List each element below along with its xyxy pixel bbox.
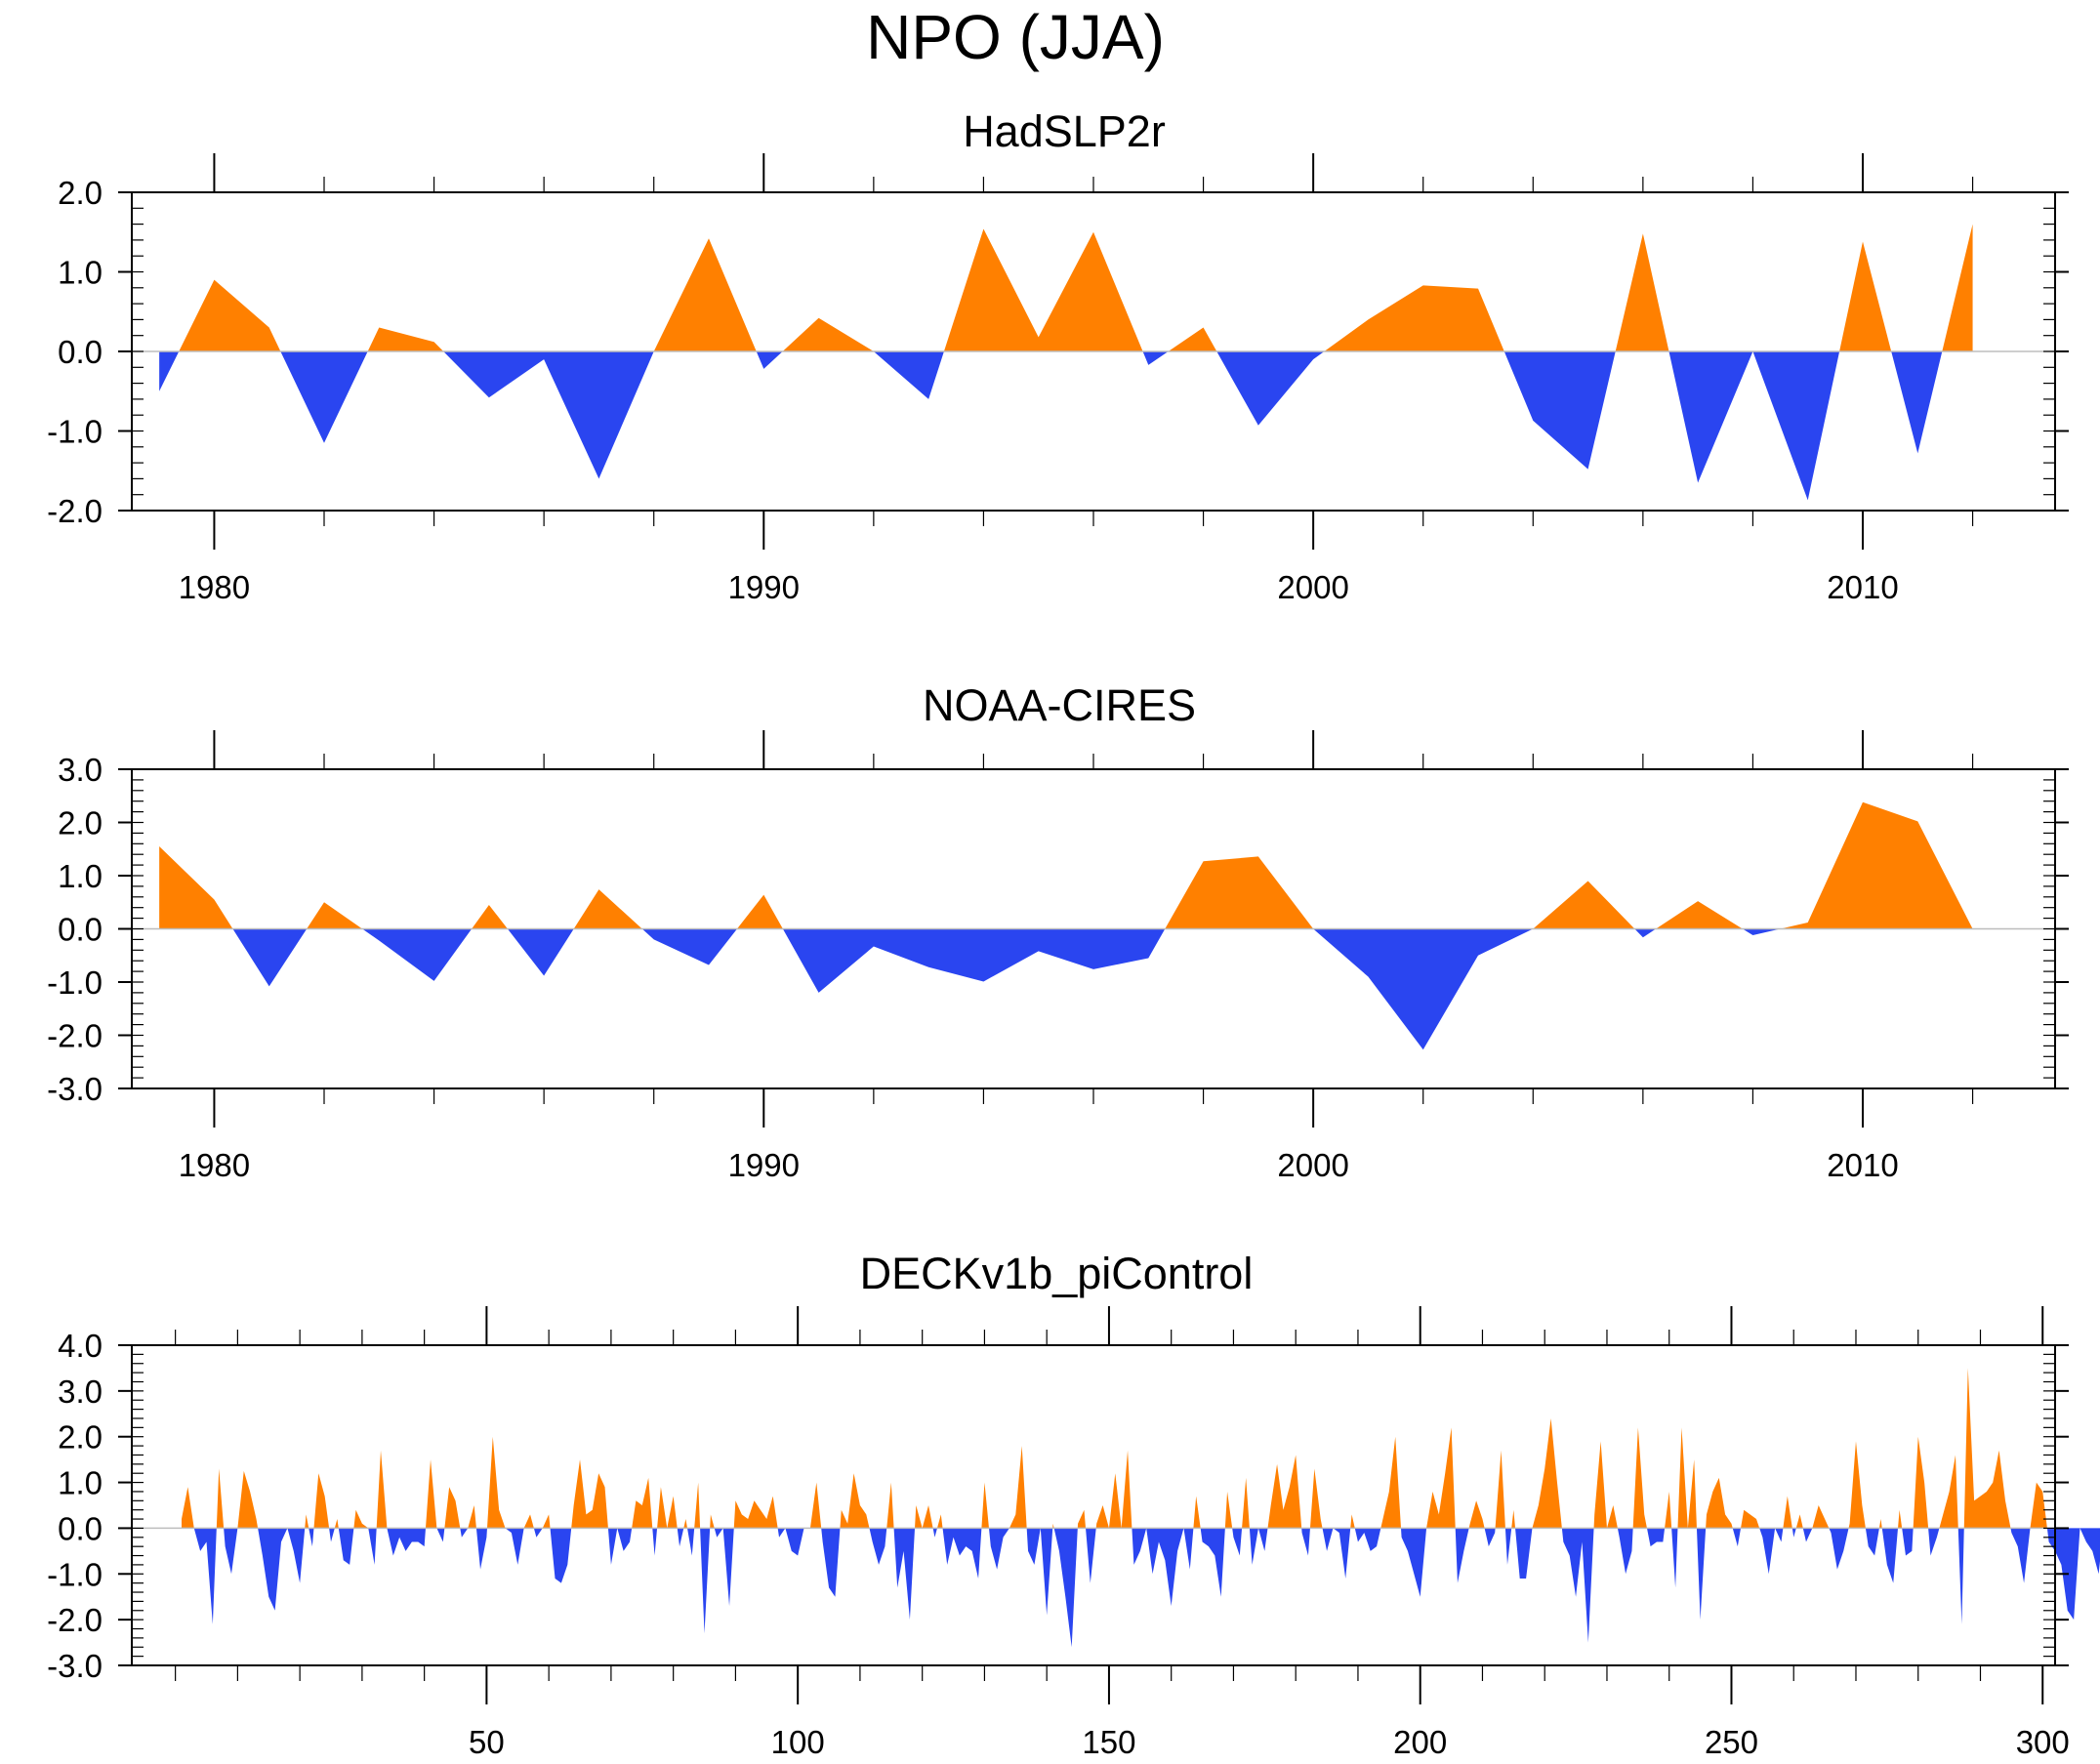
y-tick-label: -3.0 bbox=[47, 1071, 103, 1107]
x-tick-label: 300 bbox=[2016, 1724, 2070, 1760]
y-tick-label: 1.0 bbox=[58, 1465, 103, 1501]
y-tick-label: 2.0 bbox=[58, 175, 103, 211]
y-tick-label: 0.0 bbox=[58, 1510, 103, 1546]
x-tick-label: 50 bbox=[469, 1724, 505, 1760]
y-tick-label: 0.0 bbox=[58, 912, 103, 948]
y-tick-label: 4.0 bbox=[58, 1328, 103, 1364]
negative-area bbox=[159, 351, 1943, 501]
y-tick-label: -2.0 bbox=[47, 1602, 103, 1638]
x-tick-label: 1990 bbox=[728, 1147, 800, 1183]
x-tick-label: 1980 bbox=[179, 1147, 250, 1183]
y-tick-label: -2.0 bbox=[47, 493, 103, 529]
positive-area bbox=[159, 801, 1973, 929]
x-tick-label: 100 bbox=[771, 1724, 825, 1760]
y-tick-label: -1.0 bbox=[47, 1556, 103, 1592]
y-tick-label: 1.0 bbox=[58, 255, 103, 291]
y-tick-label: -3.0 bbox=[47, 1648, 103, 1684]
x-tick-label: 2010 bbox=[1827, 569, 1898, 605]
panel-title: HadSLP2r bbox=[963, 106, 1166, 156]
y-tick-label: 2.0 bbox=[58, 1419, 103, 1456]
panel-title: DECKv1b_piControl bbox=[860, 1249, 1254, 1298]
x-tick-label: 1980 bbox=[179, 569, 250, 605]
y-tick-label: -2.0 bbox=[47, 1018, 103, 1054]
x-tick-label: 250 bbox=[1705, 1724, 1758, 1760]
x-tick-label: 200 bbox=[1393, 1724, 1447, 1760]
y-tick-label: -1.0 bbox=[47, 414, 103, 450]
x-tick-label: 2010 bbox=[1827, 1147, 1898, 1183]
axis-frame bbox=[131, 1344, 2056, 1666]
x-tick-label: 2000 bbox=[1277, 1147, 1348, 1183]
y-tick-label: -1.0 bbox=[47, 964, 103, 1001]
figure-title: NPO (JJA) bbox=[866, 2, 1165, 72]
positive-area bbox=[182, 1368, 2047, 1529]
negative-area bbox=[232, 928, 1781, 1050]
x-tick-label: 2000 bbox=[1277, 569, 1348, 605]
x-tick-label: 150 bbox=[1082, 1724, 1135, 1760]
y-tick-label: 2.0 bbox=[58, 805, 103, 841]
y-tick-label: 3.0 bbox=[58, 1374, 103, 1410]
y-tick-label: 3.0 bbox=[58, 752, 103, 788]
chart-panel-deckv1b-picontrol: DECKv1b_piControl -3.0 -2.0 -1.0 0.0 1.0 2.0 3… bbox=[47, 1249, 2100, 1760]
x-tick-label: 1990 bbox=[728, 569, 800, 605]
y-tick-label: 0.0 bbox=[58, 334, 103, 370]
y-tick-label: 1.0 bbox=[58, 858, 103, 894]
chart-panel-noaa-cires: NOAA-CIRES -3.0 -2.0 -1.0 0.0 1.0 2.0 3.0 1980 1… bbox=[47, 680, 2069, 1183]
panel-title: NOAA-CIRES bbox=[923, 680, 1196, 730]
negative-area bbox=[193, 1528, 2100, 1648]
positive-area bbox=[179, 224, 1973, 351]
chart-panel-hadslp2r: HadSLP2r -2.0 -1.0 0.0 1.0 2.0 1980 1990 2000 20… bbox=[47, 106, 2069, 605]
